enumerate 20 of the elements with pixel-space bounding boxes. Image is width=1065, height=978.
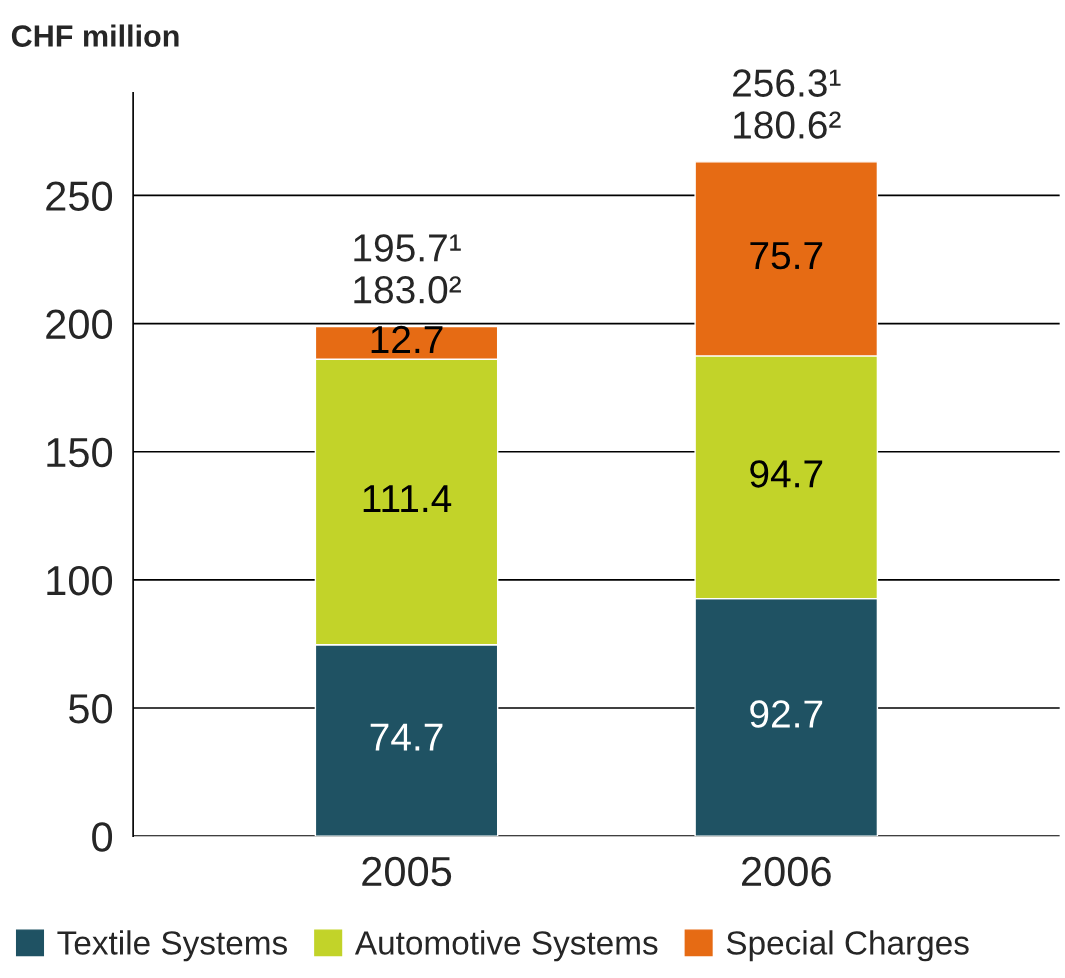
y-tick-label: 200: [46, 309, 113, 340]
y-axis-title: CHF million: [11, 24, 179, 47]
y-tick-label: 150: [47, 437, 113, 468]
legend-label: Textile Systems: [57, 930, 287, 962]
y-tick-label: 0: [92, 822, 113, 852]
data-label: 94.7: [750, 460, 823, 488]
data-label: 92.7: [750, 700, 823, 728]
data-label: 74.7: [370, 723, 443, 751]
data-label: 12.7: [371, 325, 443, 353]
total-label: 256.3¹ 180.6²: [733, 69, 841, 139]
total-label: 195.7¹ 183.0²: [354, 234, 461, 304]
y-tick-label: 100: [47, 565, 113, 596]
legend-label: Special Charges: [726, 930, 969, 962]
x-tick-label: 2005: [362, 856, 452, 887]
y-tick-label: 250: [46, 181, 113, 211]
y-tick-label: 50: [69, 694, 113, 724]
data-label: 75.7: [750, 242, 823, 270]
legend-label: Automotive Systems: [354, 930, 658, 962]
x-tick-label: 2006: [742, 856, 831, 887]
data-label: 111.4: [363, 485, 452, 513]
